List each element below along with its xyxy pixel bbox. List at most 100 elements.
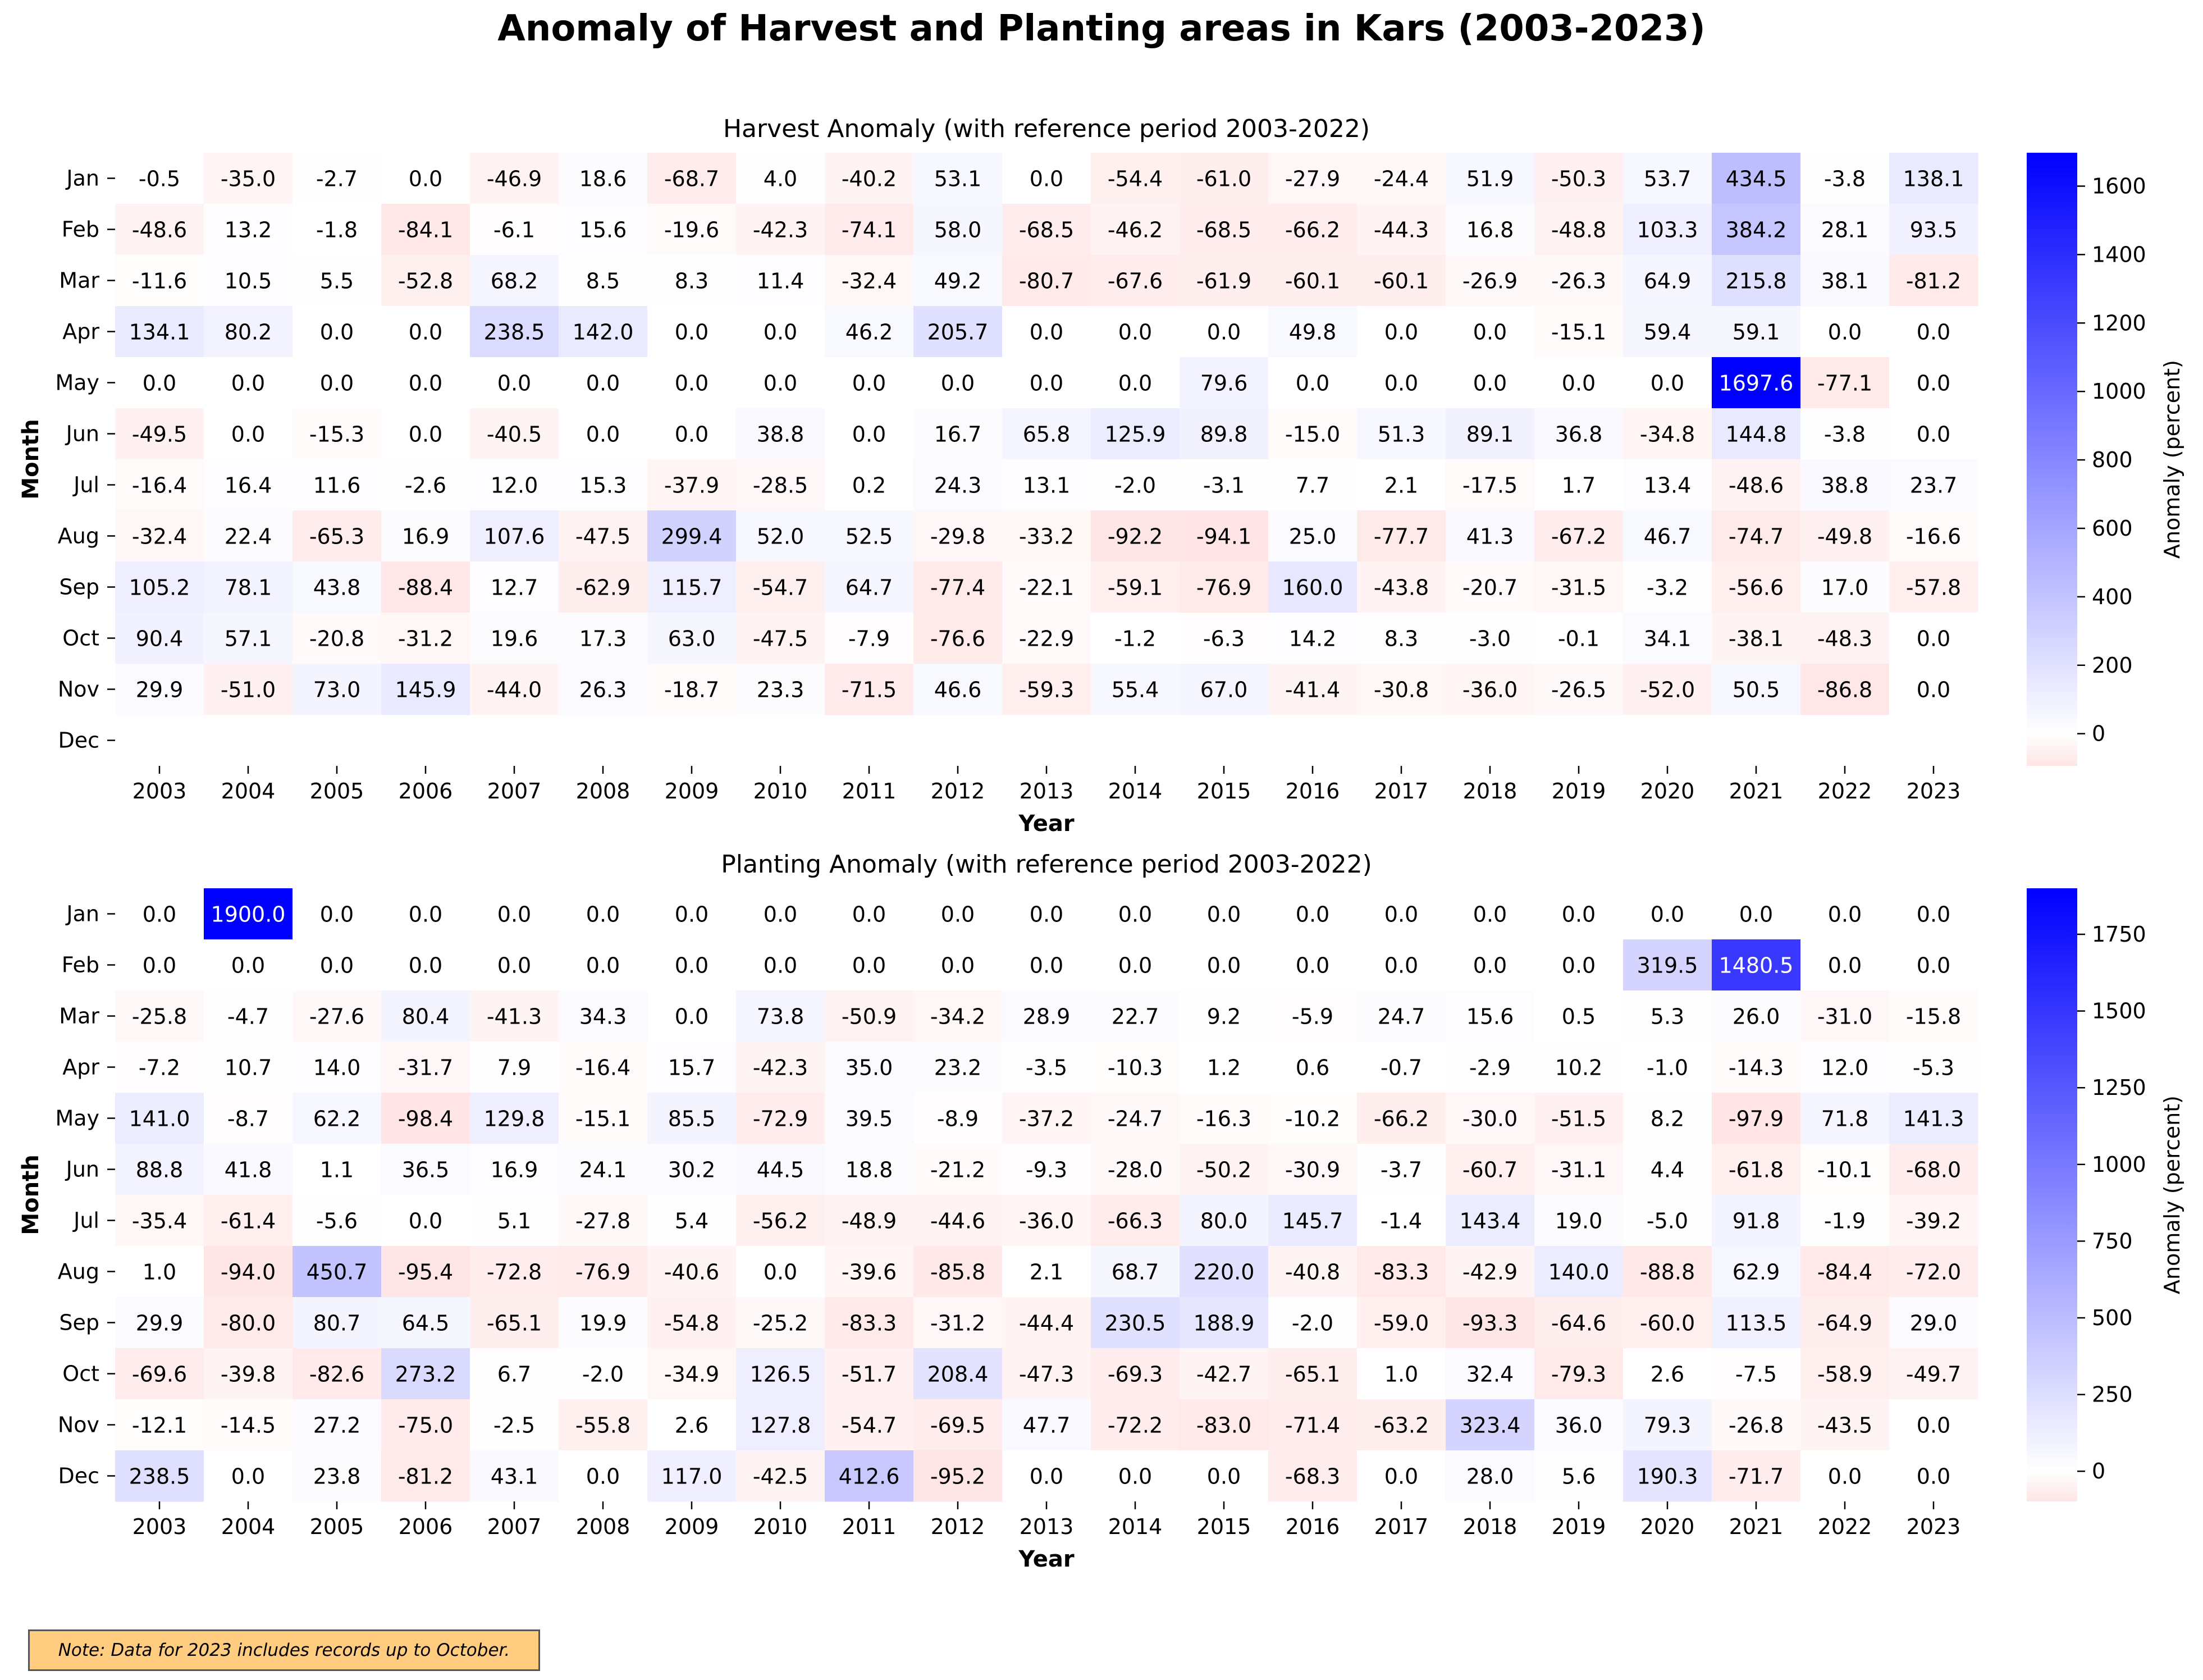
harvest-y-tick-label: Aug	[58, 524, 99, 549]
planting-cell	[1002, 1093, 1091, 1144]
planting-cell	[1091, 1093, 1180, 1144]
harvest-cell	[1357, 408, 1446, 460]
planting-cell-label: -2.0	[582, 1362, 624, 1387]
harvest-cell-label: 64.7	[845, 576, 893, 600]
planting-y-tick-label: Apr	[62, 1055, 99, 1080]
harvest-cell	[913, 408, 1003, 460]
harvest-cell	[825, 357, 914, 409]
harvest-cell-label: 16.7	[934, 422, 982, 447]
planting-cell	[1002, 1144, 1091, 1195]
planting-cell	[1091, 939, 1180, 991]
harvest-cell	[825, 204, 914, 255]
harvest-cell	[204, 357, 293, 409]
harvest-cell	[913, 561, 1003, 613]
planting-cell-label: -10.2	[1285, 1107, 1340, 1131]
planting-x-axis-label: Year	[1018, 1546, 1074, 1572]
harvest-colorbar-tick-label: 1200	[2092, 311, 2146, 335]
planting-cell	[1268, 1042, 1358, 1093]
harvest-cell-label: -0.5	[139, 167, 180, 191]
planting-cell	[1357, 1450, 1446, 1502]
harvest-cell	[559, 408, 648, 460]
harvest-cell-label: 36.8	[1555, 422, 1603, 447]
harvest-cell-label: 0.0	[320, 320, 354, 345]
planting-cell	[1623, 888, 1712, 940]
harvest-y-tick-label: Feb	[62, 217, 99, 242]
harvest-cell	[292, 255, 382, 307]
planting-cell	[1357, 990, 1446, 1042]
harvest-cell-label: -77.1	[1817, 371, 1872, 396]
planting-cell	[1446, 888, 1535, 940]
harvest-cell	[1623, 255, 1712, 307]
harvest-cell-label: -84.1	[398, 218, 453, 243]
harvest-cell	[1357, 613, 1446, 664]
planting-cell	[204, 1399, 293, 1451]
planting-cell-label: 1.0	[1384, 1362, 1418, 1387]
planting-cell-label: 238.5	[129, 1464, 190, 1489]
planting-cell	[1889, 1348, 1978, 1400]
harvest-cell-label: 51.9	[1466, 167, 1514, 191]
harvest-cell-label: 384.2	[1726, 218, 1787, 243]
harvest-cell-label: 79.6	[1200, 371, 1248, 396]
harvest-cell-label: 15.3	[579, 473, 627, 498]
planting-cell	[204, 1450, 293, 1502]
planting-cell-label: -51.5	[1551, 1107, 1606, 1131]
planting-cell	[1091, 1144, 1180, 1195]
harvest-cell	[1534, 153, 1624, 204]
planting-cell-label: 0.0	[1917, 1413, 1950, 1438]
planting-cell-label: 0.0	[675, 902, 709, 927]
harvest-x-tick-label: 2006	[399, 779, 453, 804]
planting-cell-label: 0.0	[764, 1260, 797, 1285]
harvest-cell-label: -6.1	[493, 218, 535, 243]
planting-cell-label: 0.0	[1384, 953, 1418, 978]
harvest-x-tick-label: 2013	[1020, 779, 1074, 804]
planting-cell-label: -75.0	[398, 1413, 453, 1438]
harvest-cell-label: 13.2	[225, 218, 272, 243]
harvest-cell	[1357, 510, 1446, 562]
planting-cell-label: -34.9	[664, 1362, 719, 1387]
planting-cell	[381, 1297, 470, 1349]
harvest-cell	[1091, 255, 1180, 307]
planting-cell	[736, 1399, 825, 1451]
planting-cell	[1889, 1093, 1978, 1144]
planting-cell-label: 0.0	[1118, 902, 1152, 927]
planting-cell-label: -61.4	[221, 1209, 276, 1234]
harvest-cell	[825, 255, 914, 307]
planting-cell	[825, 1348, 914, 1400]
planting-cell	[736, 1246, 825, 1298]
harvest-colorbar-tick-label: 1600	[2092, 174, 2146, 198]
planting-cell	[292, 939, 382, 991]
harvest-cell-label: -59.3	[1019, 678, 1074, 702]
planting-cell-label: 14.0	[313, 1056, 361, 1080]
footnote: Note: Data for 2023 includes records up …	[28, 1629, 540, 1671]
harvest-cell-label: 0.0	[1562, 371, 1596, 396]
planting-y-tick-label: Feb	[62, 953, 99, 978]
planting-cell-label: -84.4	[1817, 1260, 1872, 1285]
harvest-cell	[292, 613, 382, 664]
planting-cell	[292, 1297, 382, 1349]
harvest-cell	[381, 255, 470, 307]
planting-cell	[1712, 1042, 1801, 1093]
planting-cell	[1357, 1195, 1446, 1247]
planting-x-tick-label: 2004	[221, 1514, 276, 1539]
planting-cell	[1712, 1195, 1801, 1247]
harvest-cell-label: -68.5	[1196, 218, 1251, 243]
harvest-cell-label: 46.7	[1644, 524, 1692, 549]
harvest-cell	[913, 459, 1003, 511]
harvest-cell-label: 0.0	[1651, 371, 1684, 396]
planting-x-tick-label: 2008	[576, 1514, 630, 1539]
planting-cell-label: 0.5	[1562, 1005, 1596, 1029]
planting-cell	[647, 1246, 737, 1298]
harvest-cell	[1268, 255, 1358, 307]
harvest-cell	[647, 255, 737, 307]
planting-cell	[1357, 939, 1446, 991]
harvest-cell-label: -50.3	[1551, 167, 1606, 191]
planting-cell-label: 450.7	[307, 1260, 368, 1285]
harvest-cell	[470, 357, 559, 409]
planting-cell-label: 0.0	[1118, 1464, 1152, 1489]
planting-cell-label: -15.8	[1906, 1005, 1961, 1029]
harvest-cell	[381, 408, 470, 460]
planting-cell-label: 319.5	[1637, 953, 1698, 978]
planting-cell	[115, 1297, 204, 1349]
harvest-cell-label: 67.0	[1200, 678, 1248, 702]
planting-cell-label: 12.0	[1821, 1056, 1869, 1080]
